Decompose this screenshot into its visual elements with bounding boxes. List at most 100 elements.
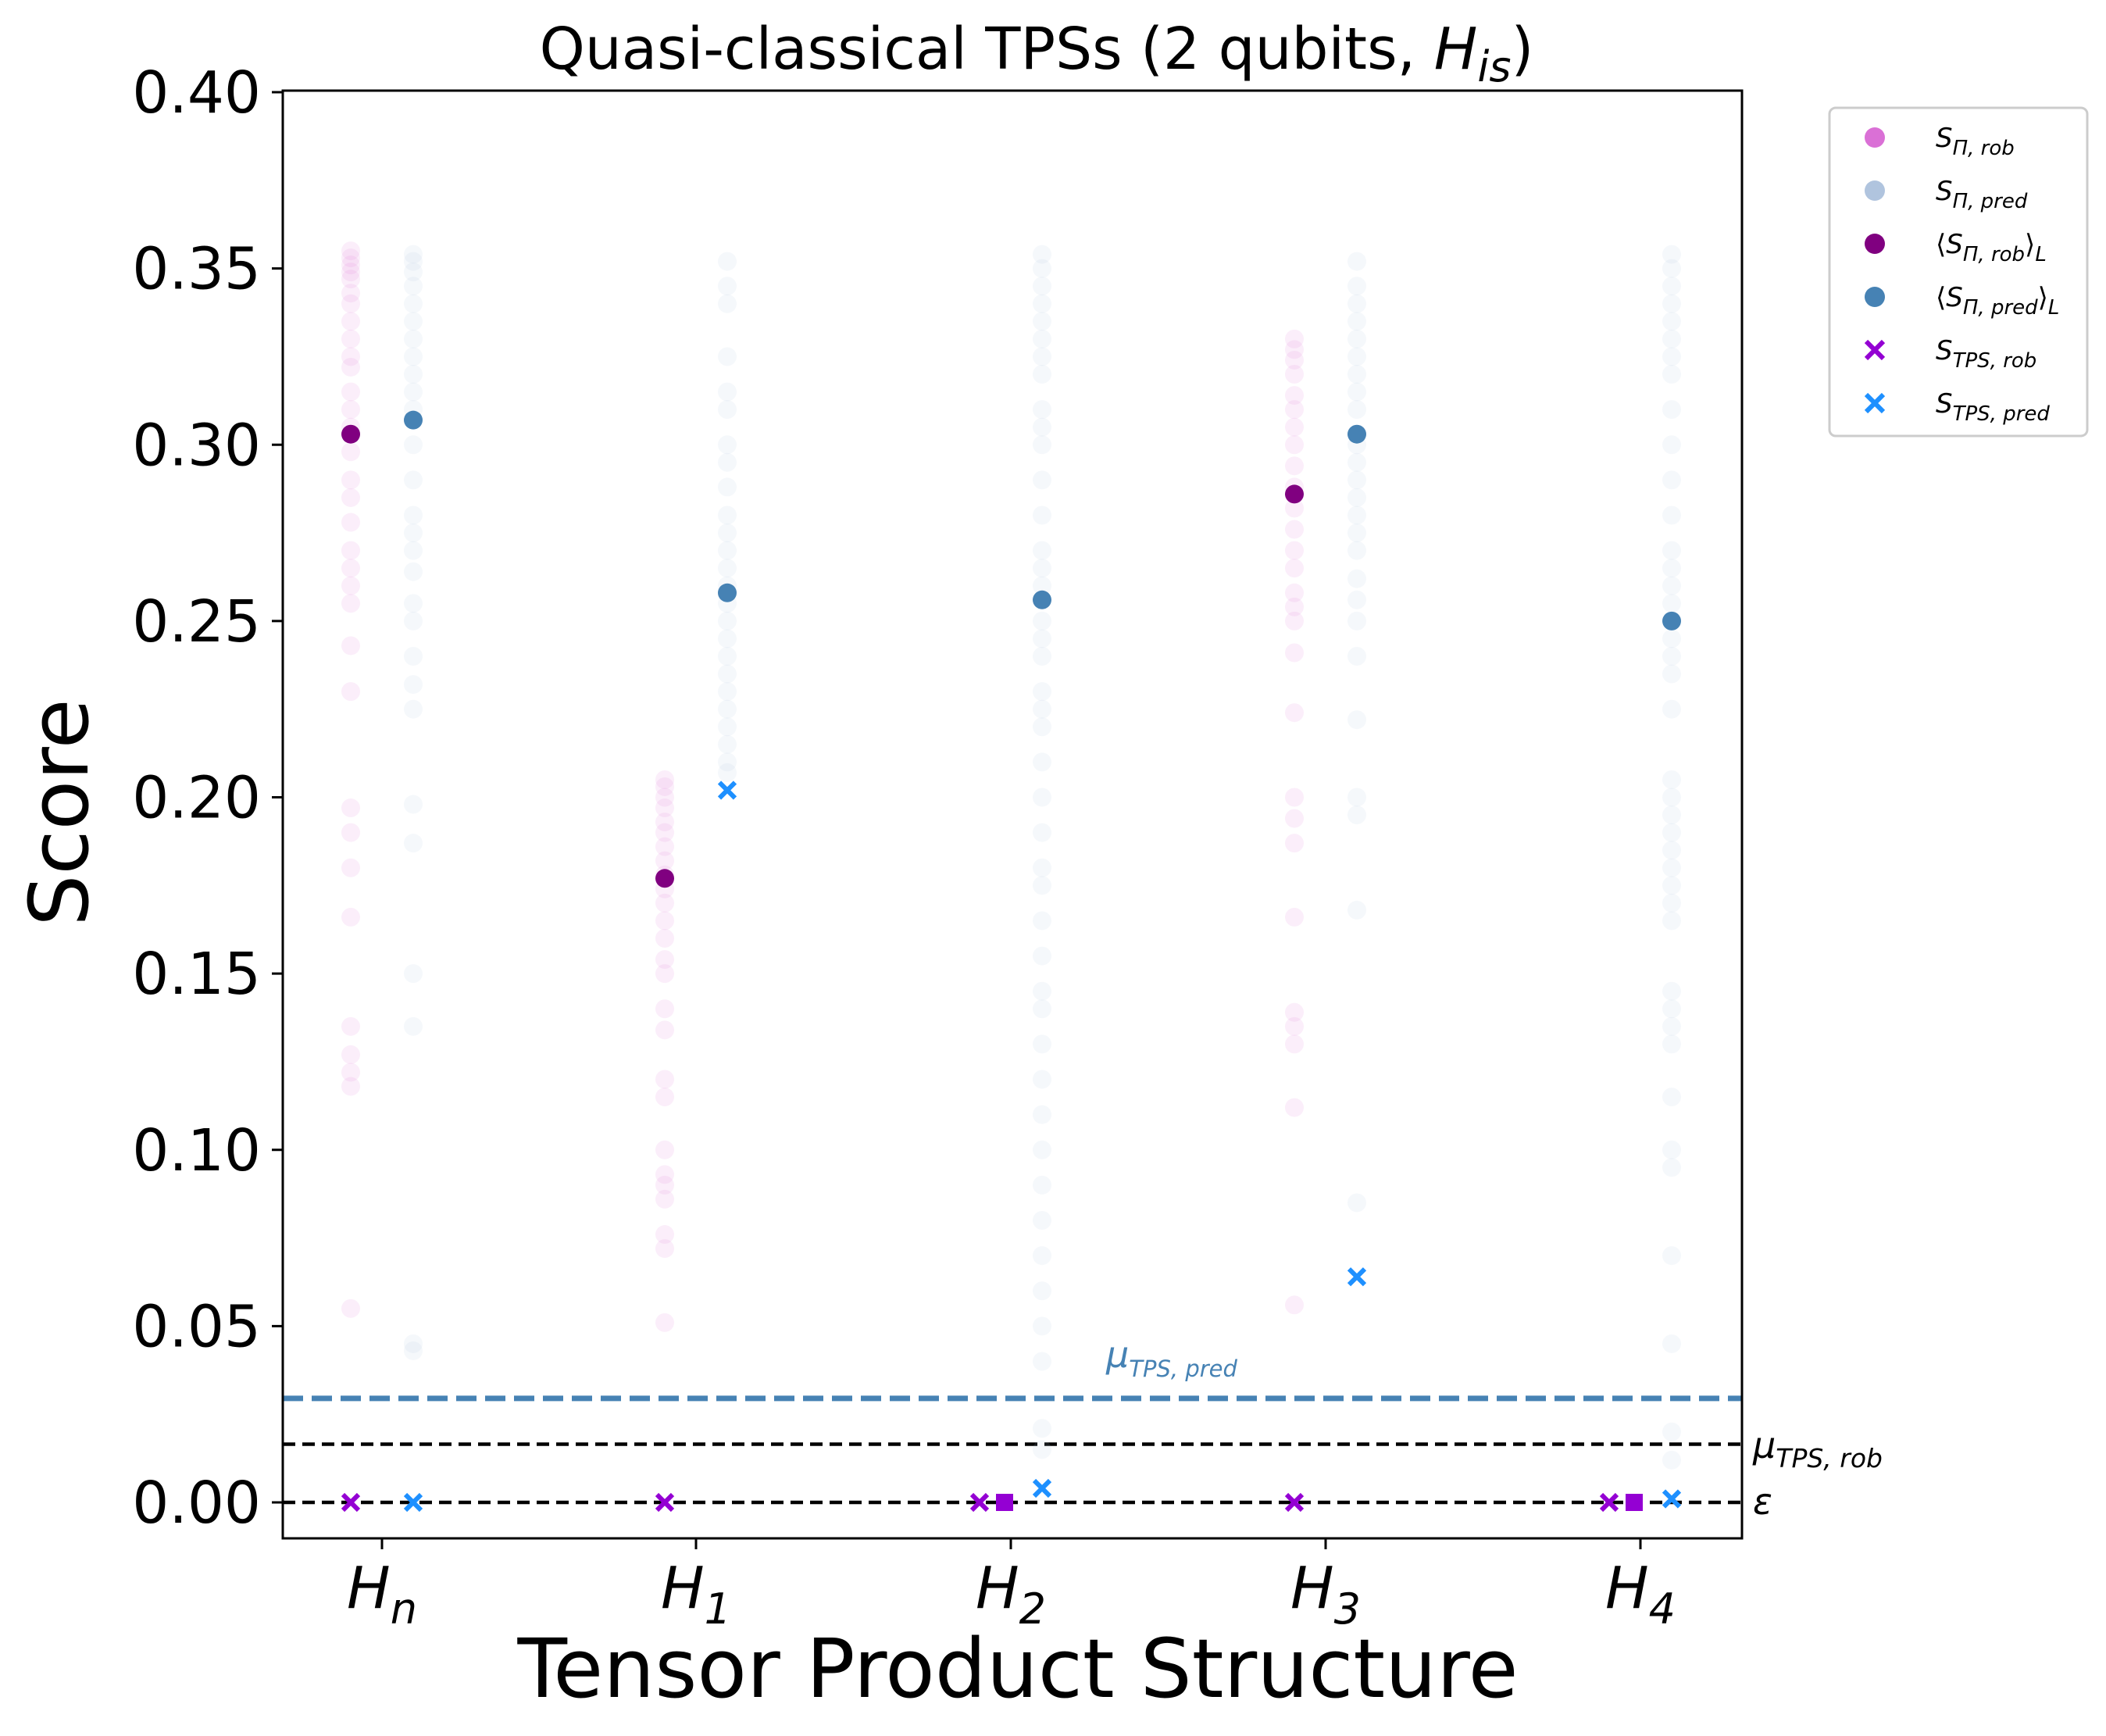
legend-entry-label: ⟨SΠ, rob⟩L <box>1936 229 2047 266</box>
pred-sample-point <box>1347 329 1366 348</box>
pred-sample-point <box>1033 1034 1051 1054</box>
pred-sample-point <box>404 1334 423 1353</box>
pred-sample-point <box>1662 770 1681 789</box>
legend-marker <box>1864 392 1886 414</box>
pred-sample-point <box>1662 400 1681 420</box>
pred-sample-point <box>718 435 737 455</box>
pred-sample-point <box>1033 946 1051 966</box>
y-tick-label: 0.40 <box>132 59 261 127</box>
rob-sample-point <box>1285 597 1304 616</box>
legend-entry-label: STPS, pred <box>1936 388 2050 426</box>
pred-sample-point <box>1033 647 1051 666</box>
pred-sample-point <box>1033 1140 1051 1159</box>
tps-rob-marker <box>1284 1492 1305 1513</box>
legend-box <box>1828 106 2089 438</box>
rob-sample-point <box>1285 1002 1304 1022</box>
tps-rob-marker <box>341 1492 361 1513</box>
plot-area: μTPS, pred μTPS, rob ε <box>283 241 1883 1523</box>
rob-sample-point <box>341 470 360 490</box>
pred-sample-point <box>1347 805 1366 825</box>
pred-sample-point <box>1662 505 1681 525</box>
pred-sample-point <box>1033 576 1051 595</box>
rob-sample-point <box>655 999 674 1019</box>
pred-sample-point <box>1662 277 1681 296</box>
pred-sample-point <box>404 312 423 331</box>
pred-sample-point <box>1033 312 1051 331</box>
rob-sample-point <box>655 1175 674 1195</box>
pred-sample-point <box>1662 365 1681 384</box>
pred-sample-point <box>404 1016 423 1036</box>
pred-sample-point <box>1662 876 1681 895</box>
pred-sample-point <box>1033 259 1051 278</box>
pred-sample-point <box>1347 277 1366 296</box>
pred-sample-point <box>404 347 423 366</box>
pred-sample-point <box>718 382 737 402</box>
pred-sample-point <box>1033 277 1051 296</box>
legend-marker <box>1865 287 1885 307</box>
rob-sample-point <box>341 1045 360 1064</box>
pred-sample-point <box>718 559 737 578</box>
pred-sample-point <box>1347 900 1366 920</box>
rob-sample-point <box>1285 386 1304 405</box>
pred-sample-point <box>1033 347 1051 366</box>
rob-sample-point <box>655 823 674 842</box>
pred-sample-point <box>1033 699 1051 719</box>
rob-sample-point <box>1285 435 1304 455</box>
overlap-marker <box>996 1494 1013 1511</box>
rob-sample-point <box>341 541 360 560</box>
y-tick-label: 0.30 <box>132 412 261 479</box>
rob-sample-point <box>1285 643 1304 663</box>
pred-sample-point <box>1662 435 1681 455</box>
pred-sample-point <box>718 763 737 782</box>
pred-sample-point <box>1662 664 1681 684</box>
rob-sample-point <box>341 513 360 532</box>
pred-sample-point <box>1033 1281 1051 1301</box>
y-tick-label: 0.15 <box>132 941 261 1008</box>
rob-mean-point <box>655 869 674 888</box>
overlap-marker <box>1626 1494 1643 1511</box>
rob-sample-point <box>341 907 360 927</box>
pred-mean-point <box>1662 611 1681 630</box>
pred-sample-point <box>1033 1070 1051 1089</box>
pred-sample-point <box>1033 541 1051 560</box>
pred-sample-point <box>404 699 423 719</box>
plot-frame <box>281 89 1744 1540</box>
pred-sample-point <box>718 699 737 719</box>
pred-sample-point <box>1033 1175 1051 1195</box>
x-tick-label: H1 <box>661 1555 731 1634</box>
pred-sample-point <box>1033 999 1051 1019</box>
legend-entry-label: STPS, rob <box>1936 335 2036 373</box>
pred-sample-point <box>718 664 737 684</box>
pred-mean-point <box>404 410 423 430</box>
pred-sample-point <box>718 477 737 497</box>
rob-sample-point <box>655 1313 674 1332</box>
pred-sample-point <box>718 682 737 702</box>
pred-sample-point <box>1033 400 1051 420</box>
pred-sample-point <box>1347 488 1366 507</box>
pred-sample-point <box>1033 823 1051 842</box>
pred-sample-point <box>1347 505 1366 525</box>
pred-sample-point <box>1662 805 1681 825</box>
tps-rob-marker <box>969 1492 990 1513</box>
rob-sample-point <box>341 284 360 303</box>
legend-entry-label: SΠ, rob <box>1936 123 2015 160</box>
y-tick-label: 0.00 <box>132 1470 261 1537</box>
rob-sample-point <box>655 950 674 970</box>
rob-sample-point <box>655 777 674 796</box>
rob-sample-point <box>341 347 360 366</box>
pred-sample-point <box>718 734 737 754</box>
pred-sample-point <box>1662 541 1681 560</box>
pred-sample-point <box>1033 1352 1051 1371</box>
pred-sample-point <box>1033 294 1051 313</box>
pred-sample-point <box>718 611 737 630</box>
x-tick-label: H4 <box>1605 1555 1676 1634</box>
rob-sample-point <box>341 329 360 348</box>
rob-sample-point <box>1285 417 1304 437</box>
rob-sample-point <box>1285 907 1304 927</box>
rob-sample-point <box>655 1225 674 1245</box>
pred-sample-point <box>404 263 423 282</box>
rob-sample-point <box>341 1016 360 1036</box>
pred-sample-point <box>1033 1246 1051 1266</box>
pred-sample-point <box>1662 1034 1681 1054</box>
